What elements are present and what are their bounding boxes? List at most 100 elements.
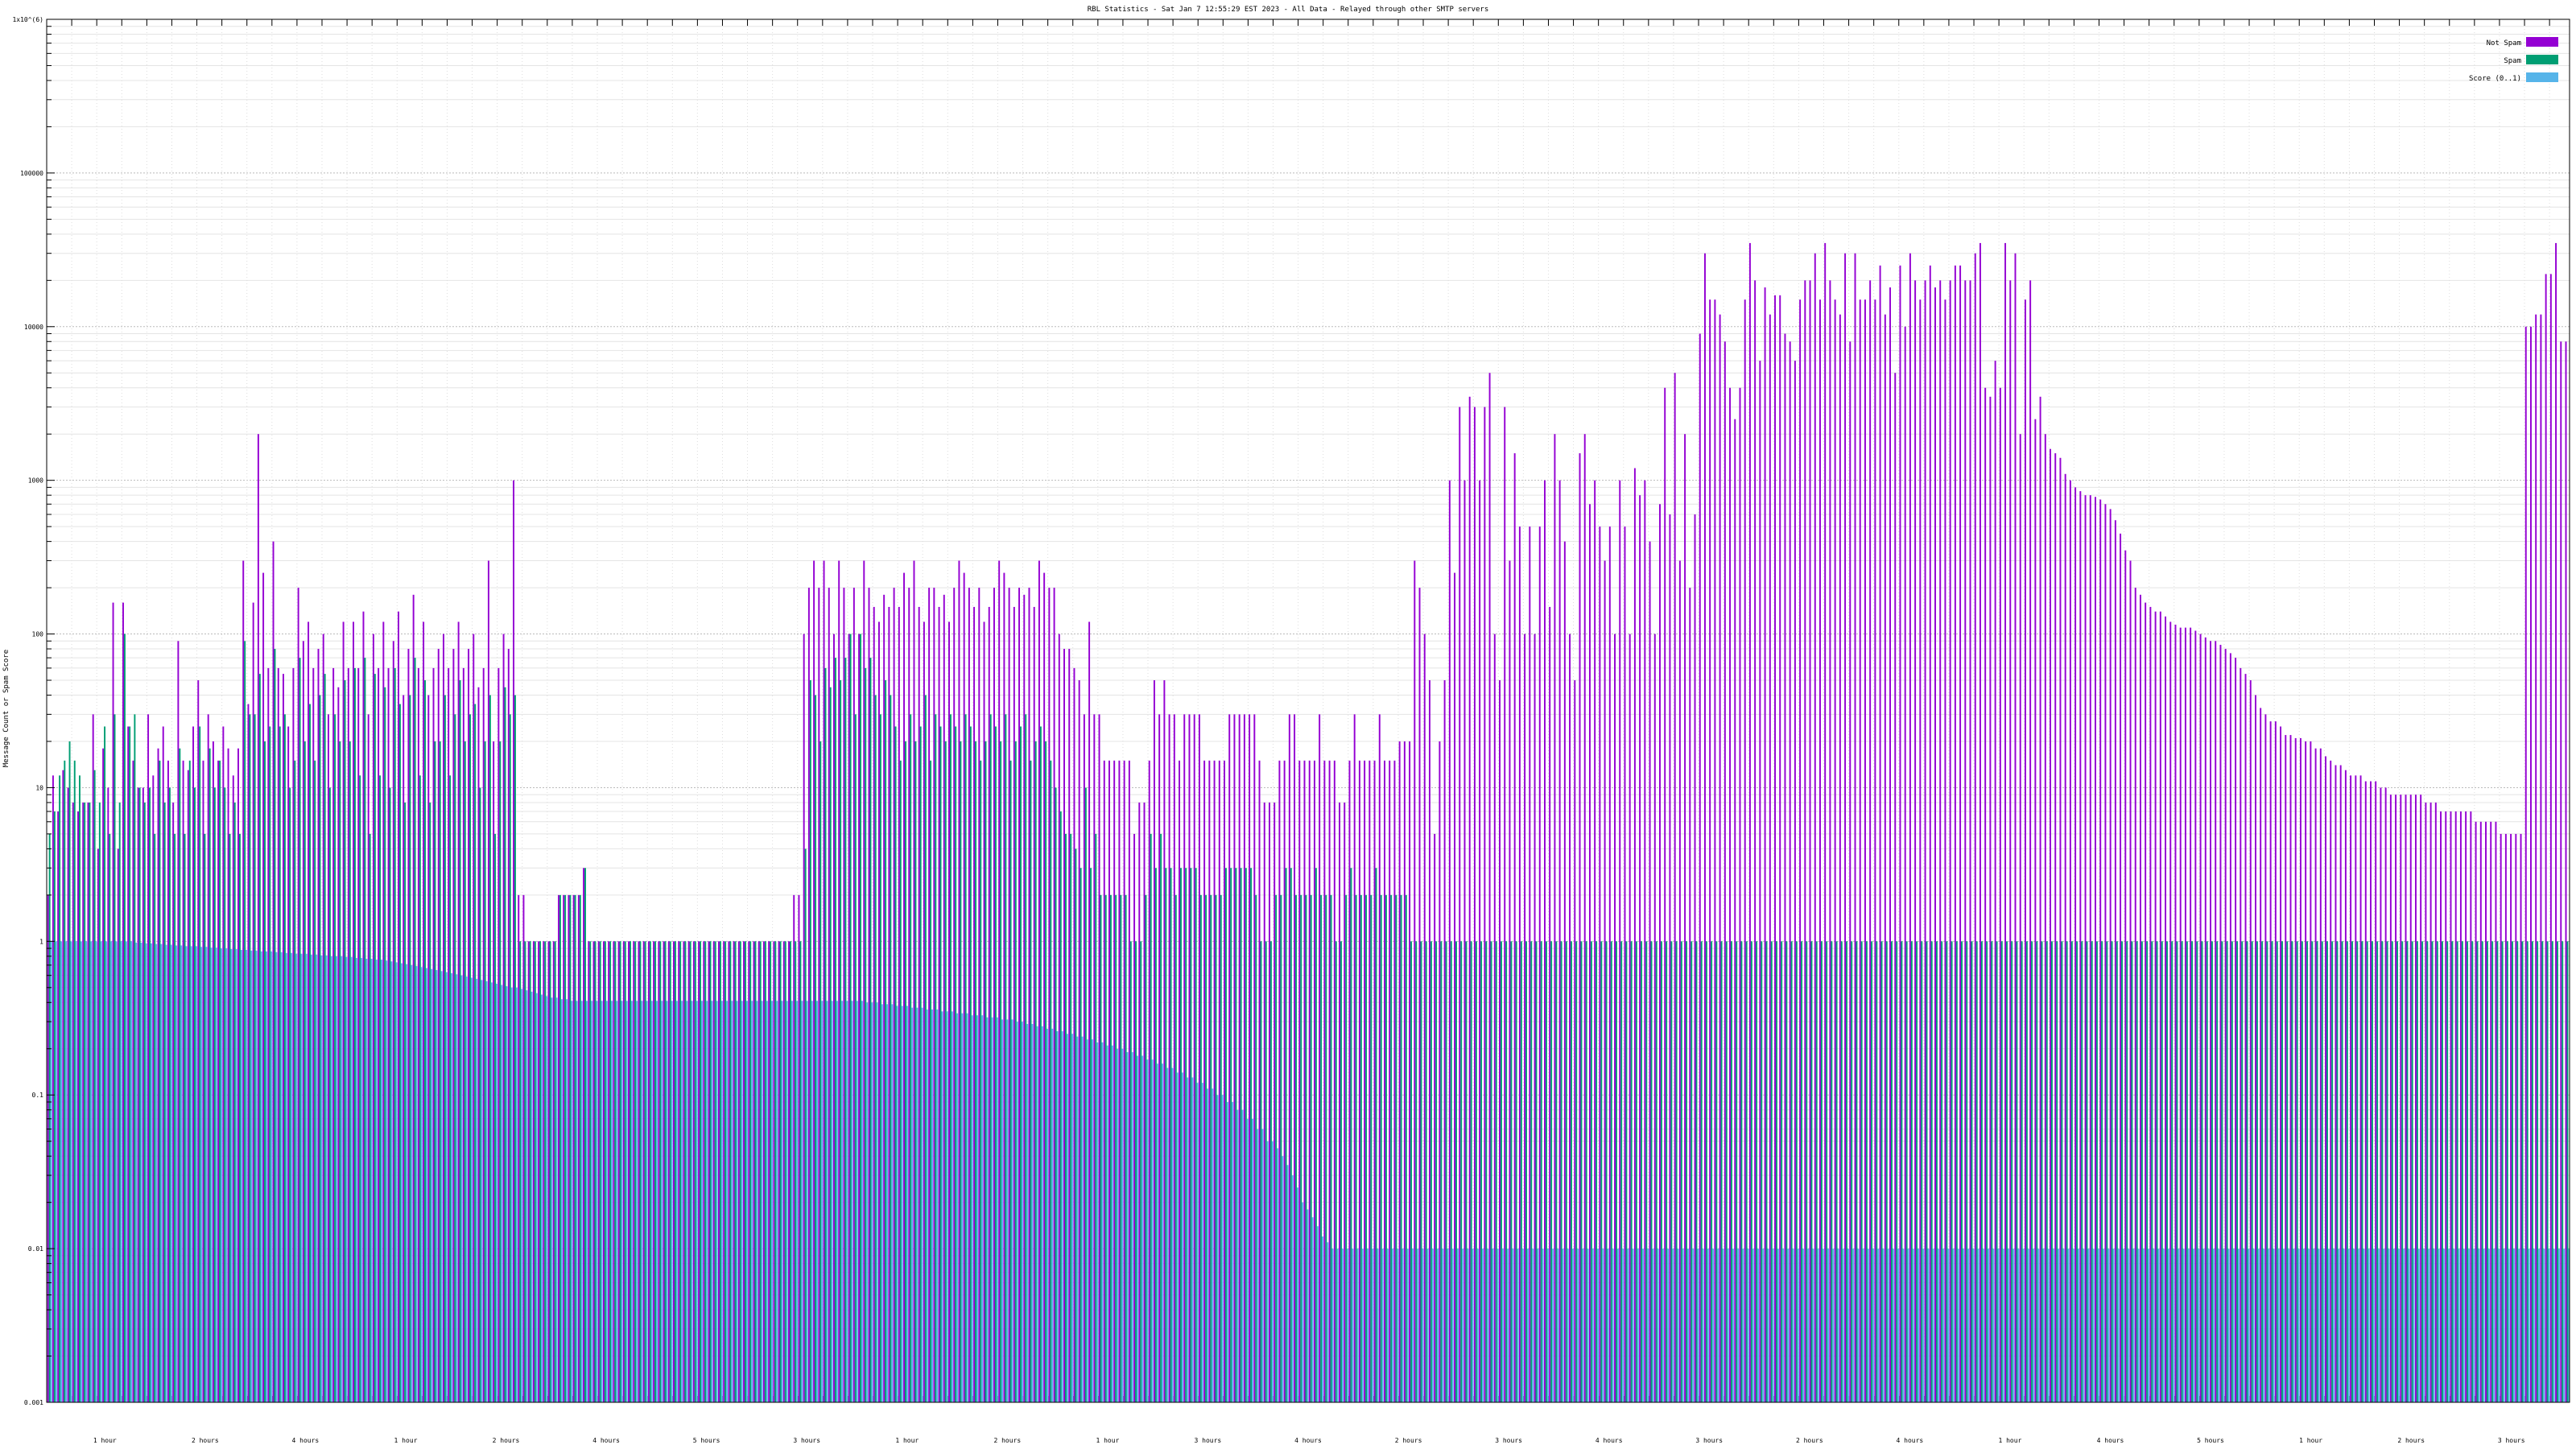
bar-not-spam [1689,588,1691,1402]
bar-not-spam [2440,811,2442,1402]
bar-not-spam [1644,480,1646,1403]
bar-not-spam [1859,299,1861,1402]
bar-spam [309,704,311,1402]
bar-score-0-1- [110,941,113,1402]
bar-score-0-1- [510,987,513,1402]
bar-score-0-1- [546,996,548,1402]
bar-not-spam [592,941,595,1402]
bar-not-spam [1889,287,1891,1402]
bar-not-spam [597,941,600,1402]
bar-spam [1050,760,1052,1402]
bar-not-spam [2339,765,2342,1402]
bar-spam [2391,941,2393,1402]
bar-spam [344,680,346,1402]
bar-not-spam [62,770,64,1402]
bar-score-0-1- [2368,1249,2370,1402]
bar-score-0-1- [1041,1026,1043,1402]
bar-not-spam [1364,760,1366,1402]
bar-spam [1135,941,1137,1402]
bar-spam [1280,894,1282,1402]
bar-spam [208,748,211,1402]
bar-score-0-1- [661,1001,663,1402]
bar-score-0-1- [1997,1249,2000,1402]
bar-not-spam [242,560,245,1402]
bar-spam [1210,894,1212,1402]
bar-spam [1641,941,1643,1402]
bar-spam [689,941,691,1402]
bar-spam [2356,941,2359,1402]
bar-score-0-1- [2458,1249,2460,1402]
bar-not-spam [362,611,365,1402]
bar-not-spam [888,606,890,1402]
bar-score-0-1- [426,968,427,1402]
bar-spam [274,649,276,1402]
bar-spam [745,941,746,1402]
bar-spam [2476,941,2479,1402]
bar-not-spam [1939,280,1942,1402]
bar-score-0-1- [1562,1249,1564,1402]
bar-score-0-1- [175,945,178,1402]
bar-score-0-1- [2417,1249,2420,1402]
bar-score-0-1- [1051,1028,1054,1402]
x-group-label: 1 hour [394,1437,418,1444]
bar-spam [935,714,937,1402]
bar-not-spam [1714,299,1716,1402]
bar-not-spam [743,941,745,1402]
bar-spam [1571,941,1572,1402]
bar-spam [2471,941,2474,1402]
bar-not-spam [2429,802,2432,1402]
bar-spam [1946,941,1948,1402]
bar-score-0-1- [1006,1019,1009,1402]
bar-spam [2046,941,2048,1402]
bar-not-spam [1398,741,1401,1402]
bar-spam [2456,941,2458,1402]
bar-not-spam [2050,448,2051,1403]
bar-spam [1921,941,1923,1402]
bar-not-spam [1414,560,1416,1402]
bar-spam [1160,833,1162,1402]
bar-spam [1360,894,1362,1402]
bar-score-0-1- [2227,1249,2230,1402]
bar-score-0-1- [2392,1249,2395,1402]
bar-spam [1525,941,1528,1402]
bar-not-spam [172,802,175,1402]
bar-score-0-1- [1707,1249,1709,1402]
bar-spam [1455,941,1457,1402]
bar-not-spam [2104,504,2107,1402]
bar-not-spam [197,680,200,1402]
bar-score-0-1- [501,985,503,1402]
x-group-label: 4 hours [1596,1437,1623,1444]
bar-not-spam [903,572,906,1402]
bar-not-spam [2260,708,2262,1402]
bar-spam [1740,941,1743,1402]
bar-score-0-1- [2297,1249,2300,1402]
bar-spam [739,941,741,1402]
bar-spam [1305,894,1307,1402]
bar-score-0-1- [2042,1249,2045,1402]
bar-not-spam [1278,760,1281,1402]
bar-score-0-1- [745,1001,748,1402]
bar-not-spam [1799,299,1802,1402]
bar-spam [1345,894,1348,1402]
bar-score-0-1- [221,948,222,1402]
bar-score-0-1- [250,950,253,1402]
bar-spam [1500,941,1502,1402]
bar-score-0-1- [1277,1148,1279,1402]
bar-spam [424,680,426,1402]
bar-spam [799,941,802,1402]
bar-not-spam [647,941,650,1402]
bar-not-spam [1809,280,1811,1402]
bar-spam [1269,941,1272,1402]
bar-not-spam [327,714,329,1402]
bar-not-spam [407,649,410,1402]
bar-spam [1340,941,1342,1402]
legend-swatch [2526,55,2558,64]
bar-not-spam [2325,756,2326,1402]
bar-spam [2136,941,2138,1402]
bar-not-spam [518,894,520,1402]
bar-score-0-1- [756,1001,758,1402]
bar-spam [1880,941,1883,1402]
bar-score-0-1- [485,980,488,1402]
bar-score-0-1- [2212,1249,2215,1402]
bar-spam [584,868,586,1402]
